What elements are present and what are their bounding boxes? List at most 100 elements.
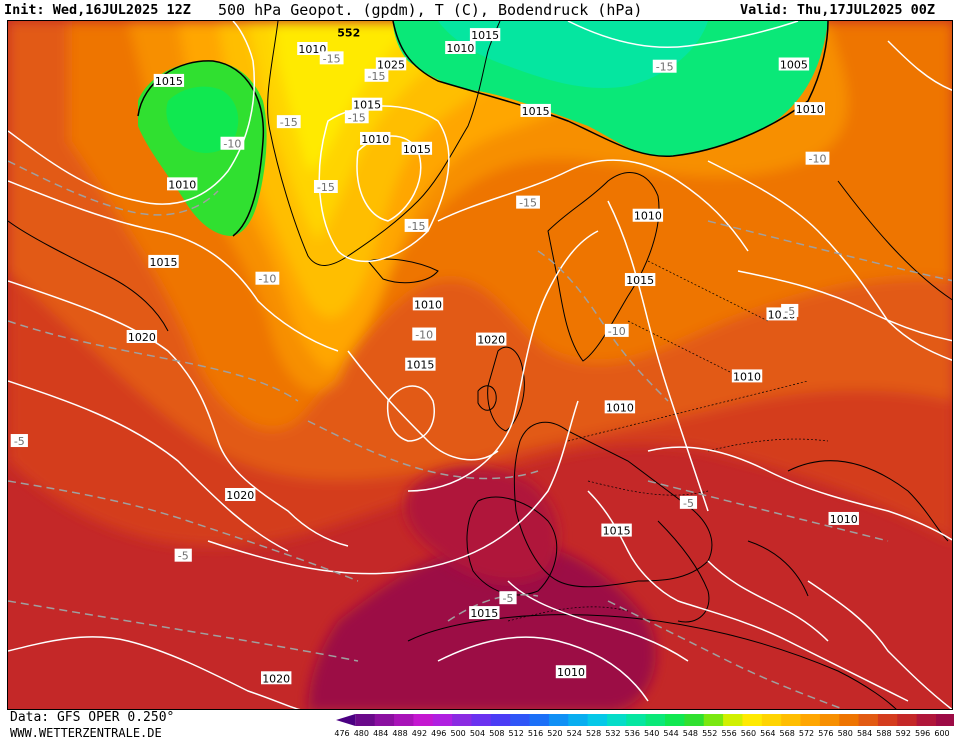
svg-text:1010: 1010 <box>414 298 442 311</box>
svg-text:-15: -15 <box>656 61 674 74</box>
legend-swatch <box>819 714 840 726</box>
pressure-label: 1015 <box>624 273 656 287</box>
svg-text:1010: 1010 <box>298 43 326 56</box>
iberia-coast <box>466 496 558 596</box>
pressure-label: 1015 <box>153 73 185 88</box>
pressure-label: 1005 <box>778 57 810 72</box>
temperature-label: -15 <box>319 51 344 65</box>
isotherms <box>8 160 952 709</box>
legend-swatch <box>626 714 647 726</box>
labrador-coast <box>8 220 169 332</box>
legend-level-label: 508 <box>489 729 505 738</box>
svg-text:1005: 1005 <box>780 59 808 72</box>
legend-swatch <box>529 714 550 726</box>
svg-text:1010: 1010 <box>733 370 761 383</box>
temperature-label: -15 <box>404 218 429 233</box>
isobars <box>8 21 952 709</box>
svg-text:1010: 1010 <box>557 666 585 679</box>
svg-text:1015: 1015 <box>626 274 654 287</box>
legend-swatch <box>839 714 860 726</box>
legend-swatch <box>916 714 937 726</box>
legend-swatch <box>413 714 434 726</box>
italy-coast <box>657 520 710 623</box>
legend-level-label: 556 <box>721 729 737 738</box>
legend-swatch <box>703 714 724 726</box>
svg-text:-5: -5 <box>14 435 25 448</box>
pressure-label: 1020 <box>225 487 256 502</box>
svg-text:-5: -5 <box>683 497 694 510</box>
legend-level-label: 484 <box>373 729 389 738</box>
source-url[interactable]: WWW.WETTERZENTRALE.DE <box>10 726 162 740</box>
weather-map[interactable]: 1015 1025 1010 1015 1010 1015 1015 1015 1010 1010… <box>7 20 953 710</box>
legend-level-label: 524 <box>566 729 582 738</box>
pressure-label: 1010 <box>360 131 391 146</box>
pressure-label: 1010 <box>604 400 636 414</box>
svg-text:-15: -15 <box>317 181 335 194</box>
pressure-label: 1010 <box>794 102 825 116</box>
init-time: Init: Wed,16JUL2025 12Z <box>4 2 191 18</box>
legend-level-label: 536 <box>624 729 640 738</box>
svg-text:1020: 1020 <box>226 489 254 502</box>
legend-level-label: 504 <box>469 729 486 738</box>
legend-swatch <box>742 714 763 726</box>
legend-level-label: 584 <box>856 729 873 738</box>
temperature-label: -5 <box>679 495 698 510</box>
geopotential-label: 552 <box>337 27 360 40</box>
legend-swatch <box>684 714 705 726</box>
ireland-coast <box>477 385 497 411</box>
legend-level-label: 496 <box>431 729 447 738</box>
pressure-label: 1010 <box>828 511 859 526</box>
legend-swatch <box>723 714 743 726</box>
temperature-label: -10 <box>220 136 245 151</box>
greenland-coast <box>267 21 501 266</box>
legend-swatch <box>606 714 627 726</box>
pressure-label: 1010 <box>445 41 476 55</box>
north-africa-coast <box>407 614 897 709</box>
svg-text:1010: 1010 <box>606 401 634 414</box>
legend-level-label: 580 <box>837 729 853 738</box>
legend-level-label: 540 <box>644 729 660 738</box>
svg-text:-5: -5 <box>178 550 189 563</box>
geopotential-552-north <box>392 21 829 158</box>
svg-text:-15: -15 <box>408 220 426 233</box>
temperature-label: -10 <box>604 323 629 338</box>
svg-text:-10: -10 <box>608 325 626 338</box>
legend-level-label: 564 <box>760 729 776 738</box>
pressure-label: 1015 <box>601 523 632 538</box>
east-coast <box>837 180 952 301</box>
legend-level-label: 548 <box>682 729 699 738</box>
svg-text:-10: -10 <box>258 273 276 286</box>
temperature-label: -15 <box>364 68 389 83</box>
svg-text:-5: -5 <box>784 305 795 318</box>
temperature-label: -10 <box>805 151 830 166</box>
country-borders <box>507 260 829 622</box>
legend-swatch <box>452 714 472 726</box>
legend-level-label: 500 <box>450 729 466 738</box>
legend-level-label: 572 <box>798 729 815 738</box>
legend-level-label: 592 <box>895 729 911 738</box>
data-source: Data: GFS OPER 0.250° <box>10 710 175 725</box>
valid-time: Valid: Thu,17JUL2025 00Z <box>740 2 936 18</box>
temperature-label: -15 <box>344 110 369 124</box>
map-title: 500 hPa Geopot. (gpdm), T (C), Bodendruc… <box>218 1 643 19</box>
map-canvas[interactable]: 1015102510101015101010151015101510101010… <box>8 21 953 710</box>
high-core-iberia <box>405 467 559 582</box>
legend-swatch <box>897 714 918 726</box>
legend-level-label: 512 <box>508 729 524 738</box>
greece-coast <box>747 540 809 597</box>
legend-swatch <box>490 714 511 726</box>
legend-swatch <box>568 714 589 726</box>
legend-level-label: 596 <box>915 729 931 738</box>
pressure-label: 1020 <box>126 329 158 344</box>
legend-swatch <box>645 714 666 726</box>
europe-coast <box>513 421 713 588</box>
svg-text:1010: 1010 <box>361 133 389 146</box>
svg-text:1020: 1020 <box>477 334 505 347</box>
svg-text:-10: -10 <box>809 153 827 166</box>
temperature-labels: -15 -15 -15 -10 -15 -15 -15 -15 -10 -10 -10 -10 -15 -… <box>10 51 830 605</box>
svg-text:1015: 1015 <box>406 359 434 372</box>
pressure-label: 1020 <box>475 332 507 347</box>
legend-swatch <box>877 714 898 726</box>
pressure-label: 1015 <box>351 97 383 112</box>
legend-swatch <box>761 714 782 726</box>
